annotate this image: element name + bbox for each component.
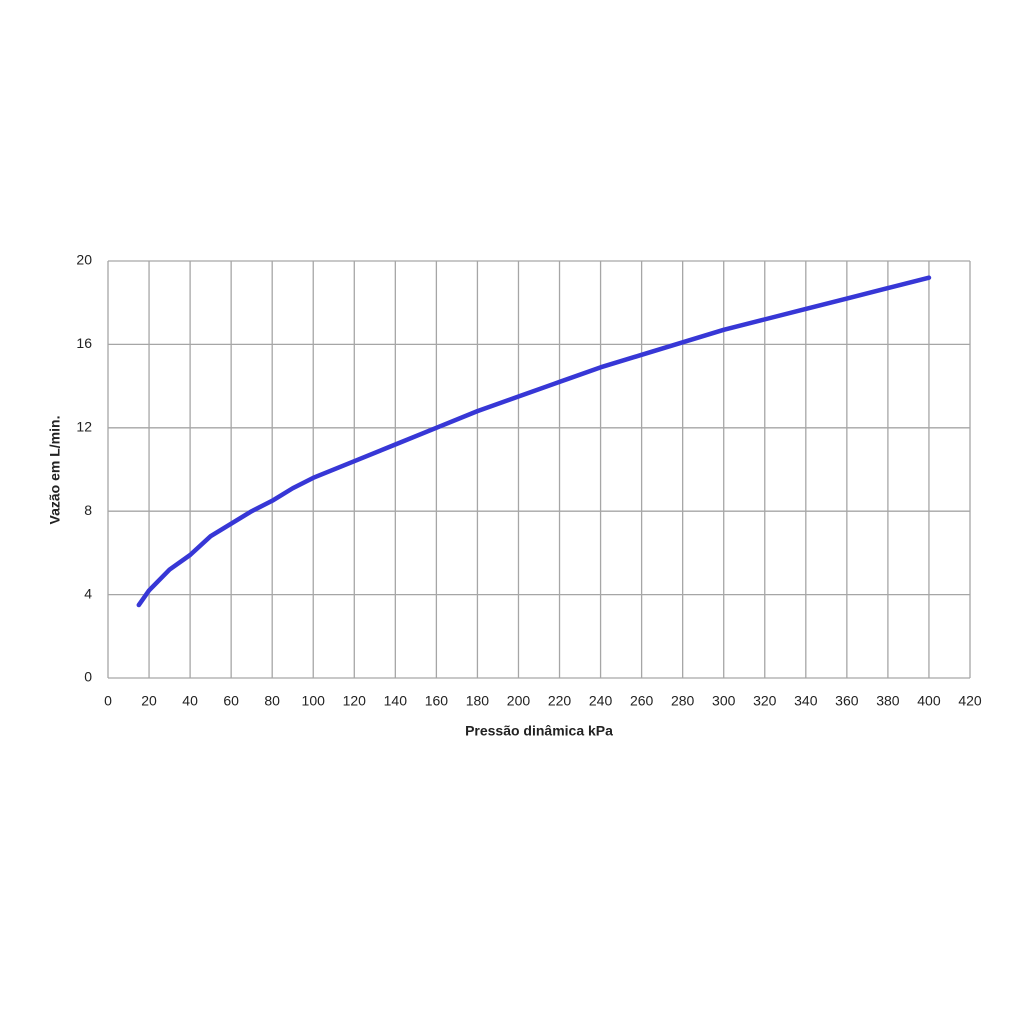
x-tick-label: 0 [104, 693, 112, 709]
y-tick-label: 20 [76, 252, 92, 268]
x-tick-label: 40 [182, 693, 198, 709]
x-tick-label: 280 [671, 693, 695, 709]
x-tick-label: 420 [958, 693, 982, 709]
x-tick-label: 120 [343, 693, 367, 709]
x-tick-label: 360 [835, 693, 859, 709]
y-tick-label: 4 [84, 585, 92, 601]
data-line [136, 275, 932, 608]
y-axis-title: Vazão em L/min. [47, 416, 63, 525]
x-tick-label: 20 [141, 693, 157, 709]
x-tick-label: 400 [917, 693, 941, 709]
x-tick-label: 320 [753, 693, 777, 709]
y-tick-label: 0 [84, 669, 92, 685]
x-tick-label: 300 [712, 693, 736, 709]
x-tick-label: 240 [589, 693, 613, 709]
x-tick-label: 60 [223, 693, 239, 709]
x-tick-label: 200 [507, 693, 531, 709]
y-tick-label: 8 [84, 502, 92, 518]
x-tick-label: 140 [384, 693, 408, 709]
x-tick-label: 160 [425, 693, 449, 709]
x-tick-label: 180 [466, 693, 490, 709]
x-tick-label: 220 [548, 693, 572, 709]
x-tick-label: 100 [302, 693, 326, 709]
x-tick-label: 80 [264, 693, 280, 709]
x-tick-label: 340 [794, 693, 818, 709]
y-tick-label: 16 [76, 335, 92, 351]
x-tick-label: 380 [876, 693, 900, 709]
y-tick-label: 12 [76, 419, 92, 435]
x-tick-label: 260 [630, 693, 654, 709]
x-axis-title: Pressão dinâmica kPa [465, 723, 613, 739]
